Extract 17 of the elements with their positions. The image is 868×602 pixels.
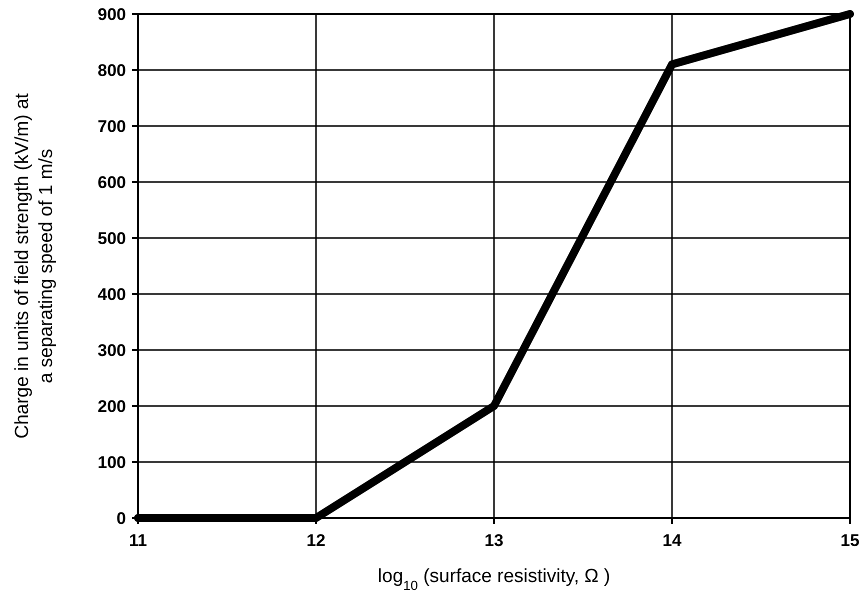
x-tick-label: 11 xyxy=(129,531,147,550)
x-axis-title: log$_{10}$ (surface resistivity, Ω ) xyxy=(378,566,610,592)
x-tick-label: 15 xyxy=(840,531,860,550)
y-tick-label: 800 xyxy=(98,60,126,80)
y-tick-label: 700 xyxy=(98,116,126,136)
y-tick-label: 600 xyxy=(98,172,126,192)
y-tick-label: 500 xyxy=(98,228,126,248)
y-tick-label: 200 xyxy=(98,396,126,416)
y-tick-label: 900 xyxy=(98,4,126,24)
y-tick-label: 0 xyxy=(116,508,126,528)
y-tick-label: 300 xyxy=(98,340,126,360)
y-axis-title: Charge in units of field strength (kV/m) at a separating speed of 1 m/s xyxy=(12,92,57,439)
x-tick-label: 14 xyxy=(662,531,682,550)
x-tick-label: 12 xyxy=(306,531,326,550)
x-tick-label: 13 xyxy=(484,531,504,550)
y-tick-label: 100 xyxy=(98,452,126,472)
y-tick-label: 400 xyxy=(98,284,126,304)
